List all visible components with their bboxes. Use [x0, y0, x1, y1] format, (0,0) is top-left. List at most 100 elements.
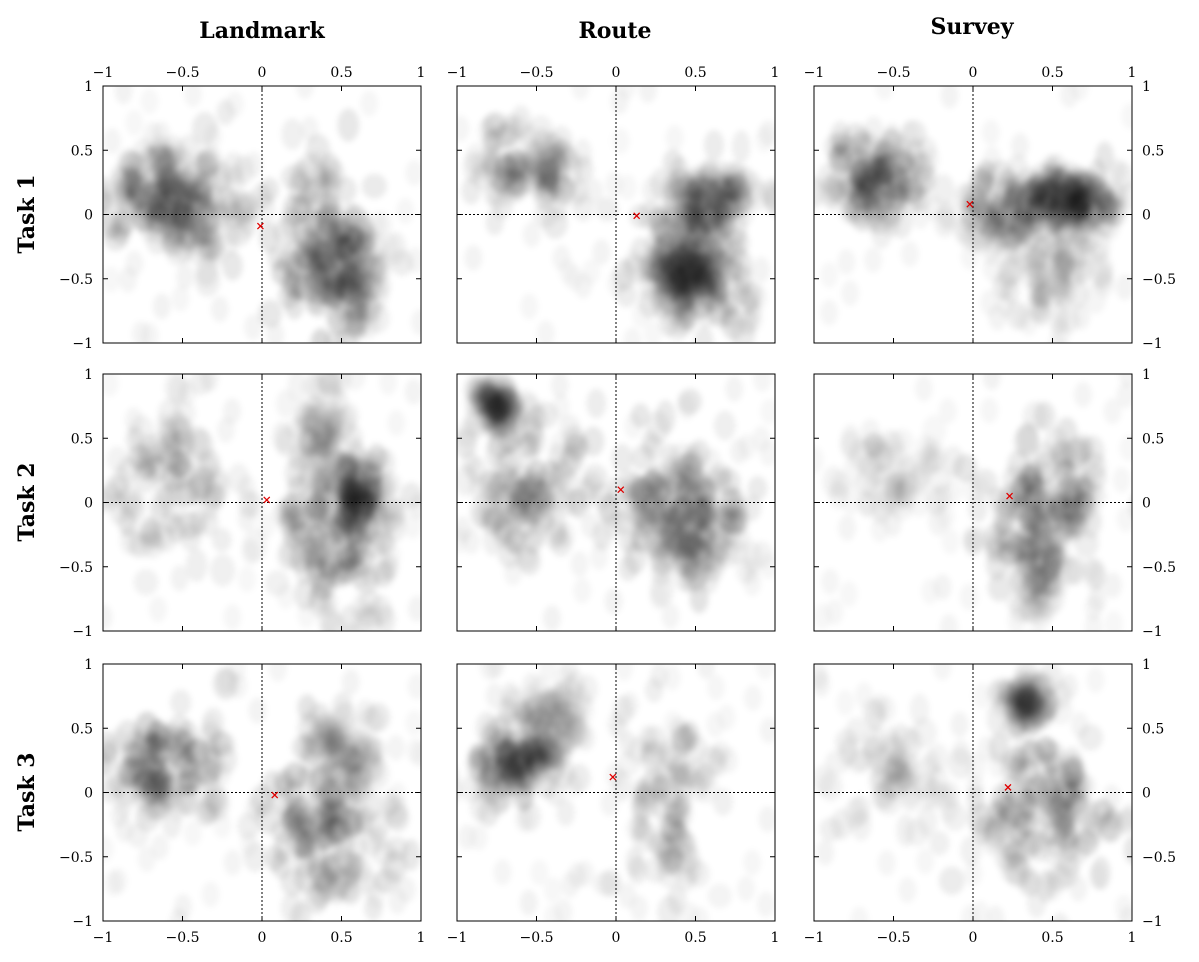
density-blob [226, 164, 246, 197]
density-blob [595, 197, 619, 222]
density-blob [264, 570, 290, 597]
density-blob [697, 664, 716, 680]
density-blob [699, 745, 724, 777]
density-blob [281, 118, 304, 151]
density-blob [202, 881, 220, 907]
density-blob [674, 723, 694, 756]
marker-stroke [617, 486, 625, 494]
panel-task-3-survey-density [814, 654, 1132, 921]
density-blob [574, 155, 594, 184]
density-blob [321, 754, 342, 781]
density-blob [571, 74, 589, 100]
y-tick-label: −0.5 [59, 560, 93, 576]
density-blob [552, 244, 571, 271]
density-blob [980, 397, 998, 423]
panel-task-1-route: −1 −0.5 0 0.5 1 [447, 65, 779, 344]
density-blob [336, 733, 356, 760]
panel-task-2-survey-density [822, 374, 1132, 631]
density-blob [177, 720, 199, 751]
density-blob [366, 757, 390, 791]
y-tick-label: 0.5 [71, 143, 93, 159]
density-blob [1084, 594, 1103, 621]
density-blob [380, 790, 400, 817]
density-blob [214, 743, 238, 775]
density-blob [708, 189, 729, 221]
x-tick-label: −1 [804, 930, 825, 946]
density-blob [909, 693, 930, 726]
density-blob [1008, 756, 1028, 786]
density-blob [384, 836, 409, 862]
density-blob [230, 191, 255, 224]
density-blob [334, 405, 357, 439]
density-blob [495, 462, 516, 490]
panel-task-1-landmark-marker [256, 222, 264, 230]
marker-stroke [271, 791, 279, 799]
panel-task-2-landmark-marker [263, 496, 271, 504]
density-blob [839, 199, 862, 224]
panel-task-3-route-density [457, 664, 775, 921]
density-blob [950, 711, 969, 738]
density-blob [189, 374, 213, 396]
density-blob [707, 674, 725, 700]
density-blob [350, 230, 372, 261]
density-blob [933, 654, 951, 680]
density-blob [612, 128, 630, 154]
density-blob [170, 689, 192, 716]
density-blob [457, 778, 462, 802]
density-blob [150, 834, 169, 861]
density-blob [222, 251, 243, 281]
density-blob [612, 695, 634, 726]
density-blob [626, 815, 650, 842]
x-tick-label: 0 [258, 930, 267, 946]
density-blob [304, 229, 327, 259]
density-blob [142, 121, 163, 155]
density-blob [270, 850, 292, 880]
density-blob [706, 712, 724, 738]
density-blob [337, 108, 360, 142]
density-blob [184, 820, 202, 846]
density-blob [161, 806, 182, 839]
density-blob [160, 162, 185, 187]
density-blob [353, 566, 380, 595]
density-blob [752, 256, 771, 283]
density-blob [933, 206, 956, 238]
density-blob [650, 204, 673, 238]
panel-task-2-route-marker [617, 486, 625, 494]
density-blob [657, 895, 682, 921]
density-blob [744, 685, 762, 711]
y-tick-label: 0.5 [1142, 143, 1164, 159]
density-blob [668, 459, 692, 490]
density-blob [106, 446, 128, 473]
density-blob [1090, 856, 1111, 890]
density-blob [379, 554, 399, 581]
x-tick-label: −0.5 [166, 65, 200, 81]
density-blob [629, 204, 651, 229]
density-blob [1066, 791, 1091, 824]
density-blob [848, 438, 873, 471]
density-blob [211, 528, 232, 553]
density-blob [327, 777, 349, 806]
density-blob [1074, 220, 1100, 255]
y-tick-label: 1 [84, 367, 93, 383]
density-blob [731, 507, 751, 534]
density-blob [365, 446, 389, 472]
density-blob [119, 266, 138, 293]
x-tick-label: 0 [258, 65, 267, 81]
density-blob [374, 211, 393, 238]
density-blob [612, 769, 632, 802]
density-blob [834, 728, 859, 755]
density-blob [818, 771, 843, 802]
density-blob [200, 738, 220, 763]
density-blob [522, 221, 541, 248]
density-blob [153, 197, 178, 224]
density-blob [575, 694, 595, 725]
density-blob [901, 241, 919, 267]
density-blob [363, 495, 390, 523]
density-blob [244, 314, 263, 341]
density-blob [197, 200, 221, 235]
density-blob [559, 258, 577, 284]
marker-stroke [1004, 783, 1012, 791]
density-blob [837, 249, 855, 275]
density-blob [1036, 869, 1056, 904]
row-title-task-1: Task 1 [14, 174, 40, 253]
